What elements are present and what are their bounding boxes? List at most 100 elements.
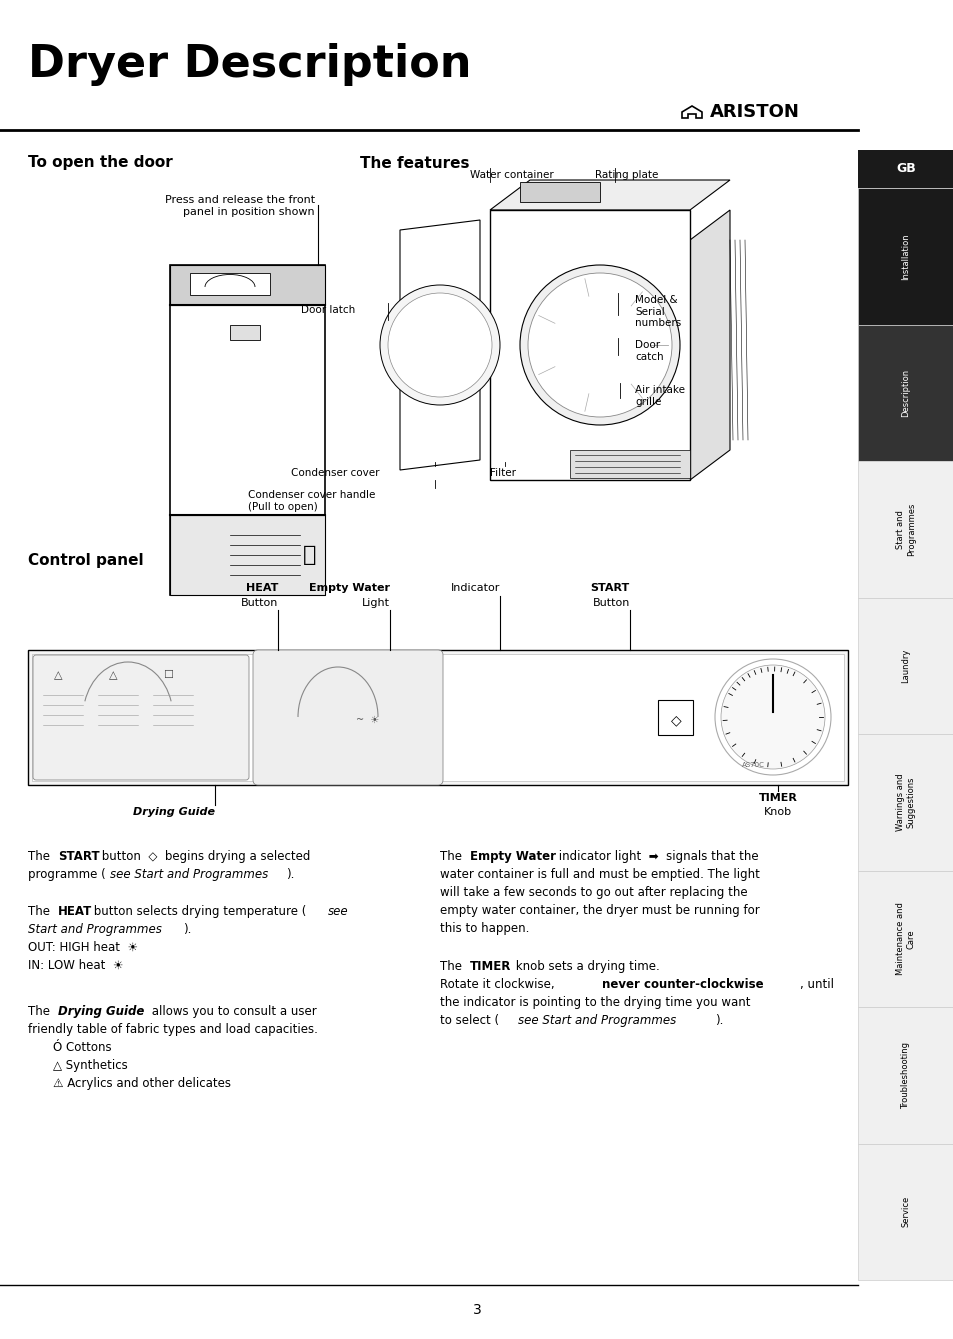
Text: Empty Water: Empty Water [470, 850, 556, 864]
Text: HEAT: HEAT [58, 905, 92, 919]
Circle shape [379, 285, 499, 404]
Text: Troubleshooting: Troubleshooting [901, 1042, 909, 1109]
Circle shape [720, 665, 824, 769]
Text: to select (: to select ( [439, 1014, 498, 1027]
Text: △: △ [109, 670, 117, 680]
Text: The: The [28, 850, 53, 864]
Text: Start and Programmes: Start and Programmes [28, 923, 162, 936]
Text: The: The [439, 960, 465, 973]
Text: 3: 3 [472, 1303, 481, 1318]
Text: The: The [28, 1006, 53, 1018]
Bar [190, 273, 270, 295]
Text: ARISTON: ARISTON [709, 103, 799, 121]
Text: ~  ☀: ~ ☀ [356, 715, 379, 724]
Text: ✋: ✋ [303, 545, 316, 565]
Bar [28, 649, 847, 785]
Text: Indicator: Indicator [450, 582, 499, 593]
Text: △ Synthetics: △ Synthetics [53, 1059, 128, 1073]
Bar [519, 182, 599, 202]
Text: Description: Description [901, 368, 909, 416]
Text: Control panel: Control panel [28, 553, 144, 568]
Text: Door latch: Door latch [300, 305, 355, 315]
Text: Model &
Serial
numbers: Model & Serial numbers [635, 295, 680, 328]
Text: Button: Button [240, 599, 277, 608]
Polygon shape [490, 179, 729, 210]
Bar [857, 187, 953, 324]
Text: Drying Guide: Drying Guide [58, 1006, 144, 1018]
Text: Water container: Water container [470, 170, 553, 179]
Text: Start and
Programmes: Start and Programmes [896, 502, 915, 556]
Text: the indicator is pointing to the drying time you want: the indicator is pointing to the drying … [439, 996, 750, 1010]
Text: TIMER: TIMER [758, 793, 797, 803]
Text: The features: The features [359, 155, 469, 170]
Text: ).: ). [183, 923, 192, 936]
Bar [857, 324, 953, 461]
Text: friendly table of fabric types and load capacities.: friendly table of fabric types and load … [28, 1023, 317, 1036]
Text: Service: Service [901, 1196, 909, 1228]
Text: ◇: ◇ [670, 712, 680, 727]
Bar [857, 597, 953, 734]
Bar [857, 870, 953, 1007]
Text: , until: , until [800, 977, 833, 991]
Text: Dryer Description: Dryer Description [28, 43, 471, 87]
Bar [170, 516, 325, 595]
Text: Installation: Installation [901, 233, 909, 280]
Text: The: The [439, 850, 465, 864]
Text: Laundry: Laundry [901, 648, 909, 683]
Text: Press and release the front
panel in position shown: Press and release the front panel in pos… [165, 195, 314, 217]
Circle shape [527, 273, 671, 416]
Text: see Start and Programmes: see Start and Programmes [517, 1014, 676, 1027]
Text: START: START [590, 582, 629, 593]
Text: Rotate it clockwise,: Rotate it clockwise, [439, 977, 558, 991]
Bar [230, 325, 260, 340]
Text: this to happen.: this to happen. [439, 923, 529, 935]
Bar [658, 700, 692, 735]
Text: water container is full and must be emptied. The light: water container is full and must be empt… [439, 868, 760, 881]
Text: ⚠ Acrylics and other delicates: ⚠ Acrylics and other delicates [53, 1077, 231, 1090]
Text: never counter-clockwise: never counter-clockwise [601, 977, 762, 991]
Text: Empty Water: Empty Water [309, 582, 390, 593]
Bar [857, 1007, 953, 1144]
Text: ☐: ☐ [163, 670, 172, 680]
Text: Condenser cover handle
(Pull to open): Condenser cover handle (Pull to open) [248, 490, 375, 511]
Bar [490, 210, 689, 479]
Text: button selects drying temperature (: button selects drying temperature ( [90, 905, 306, 919]
Text: knob sets a drying time.: knob sets a drying time. [512, 960, 659, 973]
Bar [857, 461, 953, 597]
Text: Condenser cover: Condenser cover [292, 469, 379, 478]
Text: Warnings and
Suggestions: Warnings and Suggestions [896, 774, 915, 832]
Text: IN: LOW heat  ☀: IN: LOW heat ☀ [28, 959, 123, 972]
Text: Ó Cottons: Ó Cottons [53, 1040, 112, 1054]
Text: programme (: programme ( [28, 868, 106, 881]
Text: Button: Button [592, 599, 629, 608]
Bar [569, 450, 689, 478]
Text: △: △ [53, 670, 62, 680]
Text: OUT: HIGH heat  ☀: OUT: HIGH heat ☀ [28, 941, 138, 953]
Text: Drying Guide: Drying Guide [132, 807, 214, 817]
Text: Maintenance and
Care: Maintenance and Care [896, 902, 915, 975]
Bar [857, 1144, 953, 1280]
FancyBboxPatch shape [33, 655, 249, 781]
Text: HEAT: HEAT [245, 582, 277, 593]
Circle shape [388, 293, 492, 396]
Text: START: START [58, 850, 99, 864]
Text: button  ◇  begins drying a selected: button ◇ begins drying a selected [98, 850, 310, 864]
Text: Rating plate: Rating plate [595, 170, 658, 179]
Text: see: see [328, 905, 348, 919]
Bar [857, 734, 953, 870]
Text: Air intake
grille: Air intake grille [635, 386, 684, 407]
Text: TIMER: TIMER [470, 960, 511, 973]
Text: indicator light  ➡  signals that the: indicator light ➡ signals that the [555, 850, 758, 864]
Polygon shape [399, 220, 479, 470]
Text: allows you to consult a user: allows you to consult a user [148, 1006, 316, 1018]
Text: Light: Light [361, 599, 390, 608]
Text: The: The [28, 905, 53, 919]
Text: GB: GB [895, 162, 915, 175]
Bar [170, 265, 325, 305]
Bar [170, 265, 325, 595]
Text: Door
catch: Door catch [635, 340, 663, 362]
Text: ).: ). [286, 868, 294, 881]
Bar [32, 653, 843, 781]
Text: AS70C: AS70C [740, 762, 763, 769]
Text: see Start and Programmes: see Start and Programmes [110, 868, 268, 881]
